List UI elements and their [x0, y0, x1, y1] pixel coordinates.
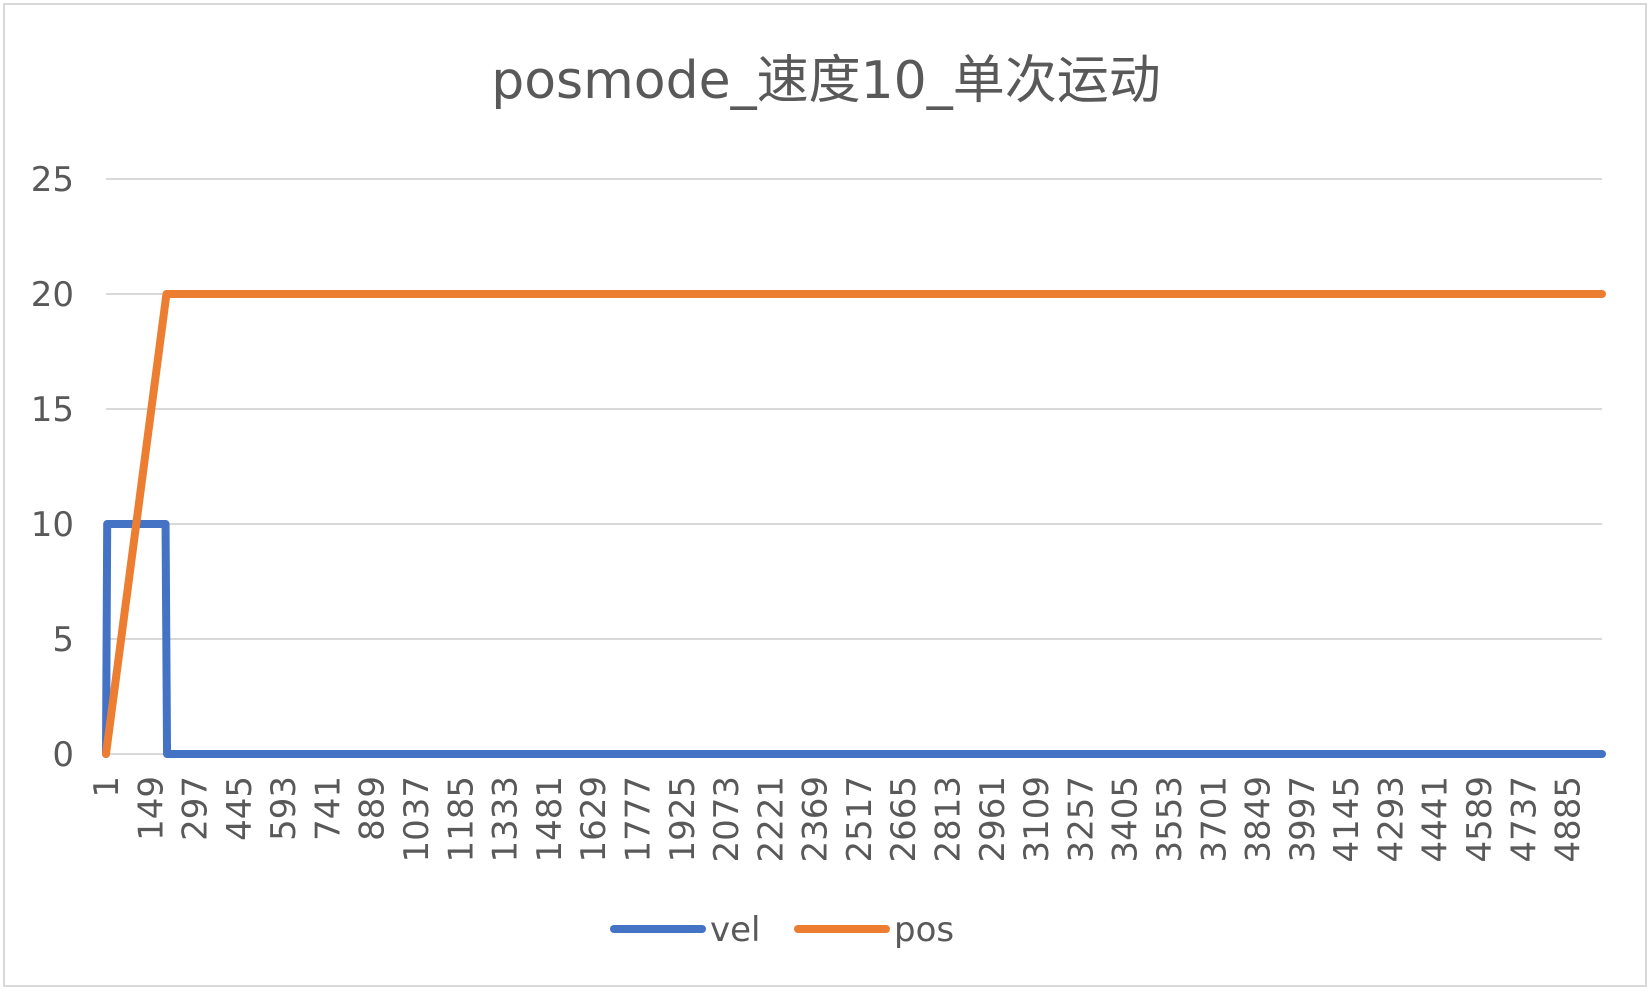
x-tick-label: 1481: [530, 776, 570, 863]
x-tick-label: 1: [87, 776, 127, 798]
y-tick-label: 5: [52, 620, 74, 660]
x-tick-label: 2073: [707, 776, 747, 863]
chart-frame: [3, 3, 1647, 987]
chart-title: posmode_速度10_单次运动: [491, 51, 1161, 111]
x-tick-label: 889: [353, 776, 393, 841]
x-tick-label: 2221: [751, 776, 791, 863]
x-tick-label: 3701: [1194, 776, 1234, 863]
x-tick-label: 1925: [663, 776, 703, 863]
x-tick-label: 445: [220, 776, 260, 841]
x-tick-label: 149: [131, 776, 171, 841]
y-tick-label: 0: [52, 735, 74, 775]
x-tick-label: 4293: [1371, 776, 1411, 863]
x-tick-label: 3405: [1106, 776, 1146, 863]
x-tick-label: 3849: [1239, 776, 1279, 863]
x-tick-label: 3109: [1017, 776, 1057, 863]
x-tick-label: 741: [308, 776, 348, 841]
legend-label-vel: vel: [710, 910, 761, 950]
y-axis-ticks: 0 5 10 15 20 25: [31, 160, 74, 775]
x-tick-label: 3257: [1061, 776, 1101, 863]
x-tick-label: 4145: [1327, 776, 1367, 863]
x-tick-label: 2813: [929, 776, 969, 863]
x-tick-label: 1629: [574, 776, 614, 863]
legend: vel pos: [610, 910, 954, 950]
x-tick-label: 1777: [618, 776, 658, 863]
series-line-vel: [102, 520, 1606, 758]
x-tick-label: 2517: [840, 776, 880, 863]
x-axis-ticks: 1 149 297 445 593 741 889 1037 1185 1333 1481 1629 1…: [87, 776, 1589, 863]
series-line-pos: [102, 290, 1606, 758]
x-tick-label: 1185: [441, 776, 481, 863]
x-tick-label: 4885: [1549, 776, 1589, 863]
x-tick-label: 2961: [973, 776, 1013, 863]
x-tick-label: 2369: [796, 776, 836, 863]
y-tick-label: 15: [31, 390, 74, 430]
series-lines: [102, 290, 1606, 758]
x-tick-label: 4737: [1504, 776, 1544, 863]
x-tick-label: 2665: [884, 776, 924, 863]
x-tick-label: 1037: [397, 776, 437, 863]
y-tick-label: 10: [31, 505, 74, 545]
x-tick-label: 4441: [1416, 776, 1456, 863]
x-tick-label: 1333: [486, 776, 526, 863]
legend-label-pos: pos: [894, 910, 954, 950]
x-tick-label: 3553: [1150, 776, 1190, 863]
x-tick-label: 3997: [1283, 776, 1323, 863]
x-tick-label: 4589: [1460, 776, 1500, 863]
y-tick-label: 20: [31, 275, 74, 315]
y-tick-label: 25: [31, 160, 74, 200]
x-tick-label: 593: [264, 776, 304, 841]
x-tick-label: 297: [176, 776, 216, 841]
